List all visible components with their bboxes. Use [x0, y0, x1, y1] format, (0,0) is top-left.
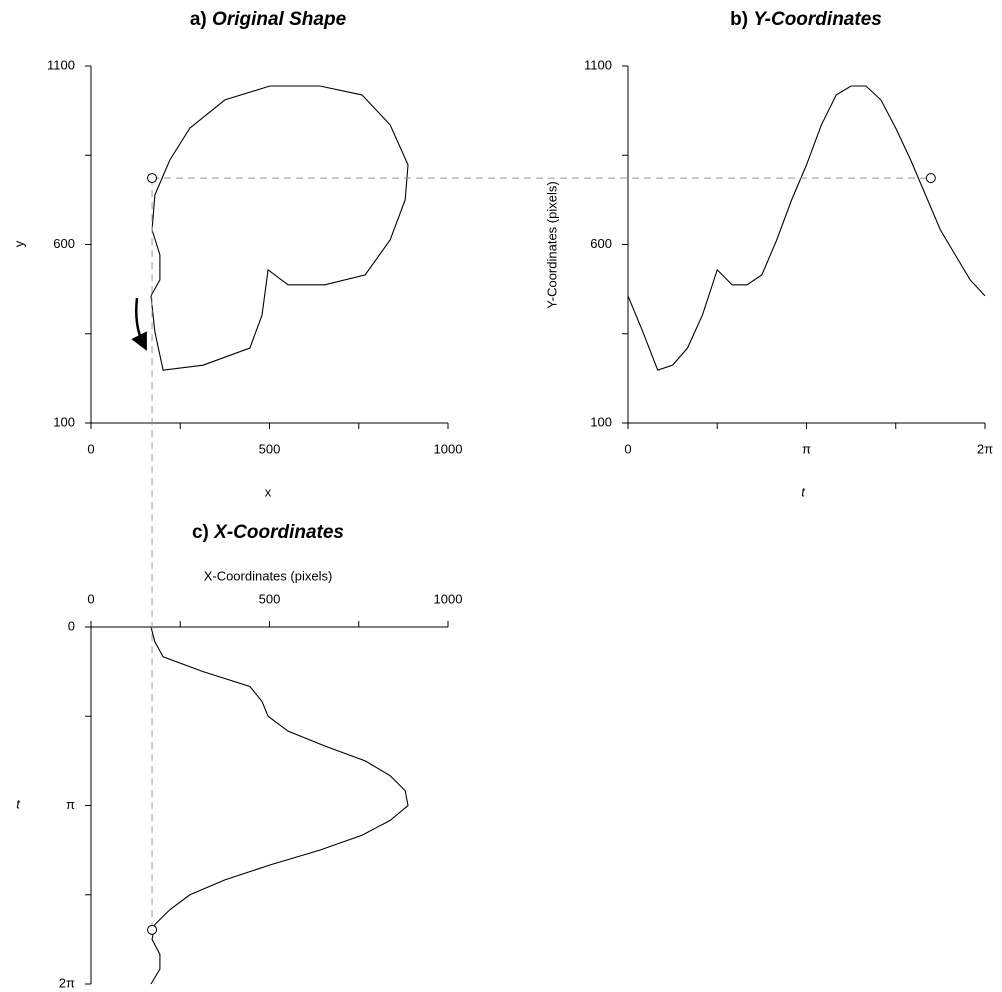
x-tick-label: 0: [624, 441, 631, 456]
chart-title: a) Original Shape: [190, 9, 347, 30]
y-tick-label: 2π: [59, 975, 75, 990]
shape-line: [150, 85, 409, 371]
y-tick-label: 0: [68, 618, 75, 633]
panel-label: b): [730, 9, 748, 30]
chart-title: b) Y-Coordinates: [730, 9, 882, 30]
highlight-point: [147, 924, 158, 935]
x-tick-label: 1000: [434, 591, 463, 606]
x-axis-label: x: [265, 484, 272, 499]
y-tick-label: π: [66, 797, 75, 812]
x-tick-label: 500: [259, 591, 281, 606]
highlight-point: [925, 173, 936, 184]
y-tick-label: 600: [53, 236, 75, 251]
x-tick-label: 0: [87, 591, 94, 606]
shape-line: [627, 85, 986, 371]
direction-arrow: [131, 297, 147, 351]
x-axis-label: X-Coordinates (pixels): [204, 568, 333, 583]
y-axis-label: t: [16, 796, 21, 811]
chart-title: c) X-Coordinates: [192, 522, 344, 543]
highlight-point: [147, 173, 158, 184]
panel-label: a): [190, 9, 207, 30]
y-tick-label: 1100: [47, 57, 75, 72]
panel-title: X-Coordinates: [213, 522, 344, 543]
panel-title: Original Shape: [212, 9, 347, 30]
x-axis-label: t: [801, 484, 806, 499]
y-axis-label: Y-Coordinates (pixels): [544, 181, 559, 308]
x-tick-label: 0: [87, 441, 94, 456]
panel-label: c): [192, 522, 209, 543]
y-tick-label: 100: [53, 414, 75, 429]
shape-line: [150, 626, 409, 985]
x-tick-label: 500: [259, 441, 281, 456]
panel-title: Y-Coordinates: [753, 9, 881, 30]
y-tick-label: 600: [590, 236, 612, 251]
y-tick-label: 1100: [584, 57, 612, 72]
y-tick-label: 100: [590, 414, 612, 429]
x-tick-label: π: [802, 441, 811, 456]
x-tick-label: 1000: [434, 441, 463, 456]
x-tick-label: 2π: [977, 441, 993, 456]
y-axis-label: y: [11, 240, 26, 247]
